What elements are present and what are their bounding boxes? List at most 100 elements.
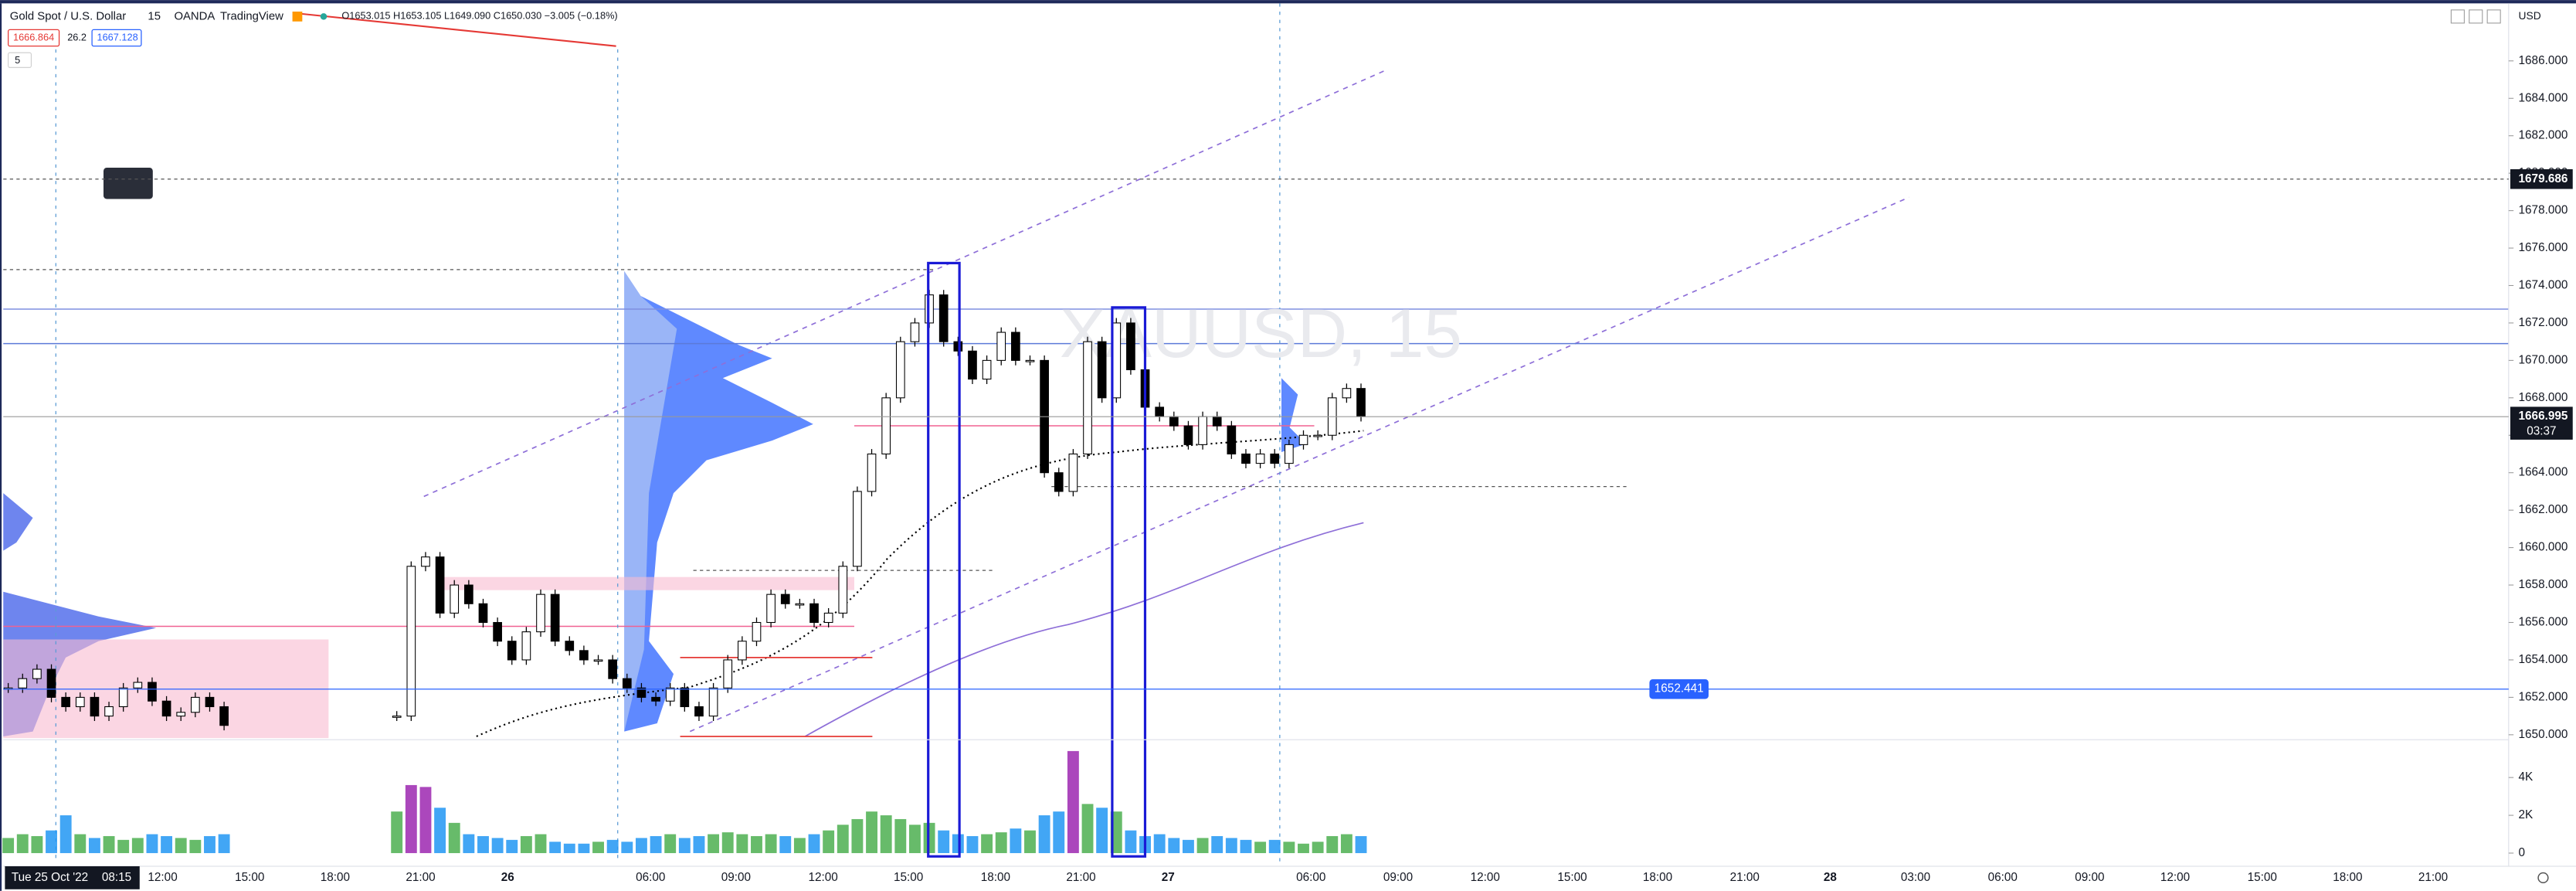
candle bbox=[953, 341, 963, 352]
candle bbox=[190, 696, 200, 713]
price-tick-label: 1654.000 bbox=[2519, 653, 2568, 666]
bid-box[interactable] bbox=[7, 29, 60, 47]
volume-bar bbox=[851, 818, 864, 853]
candle bbox=[593, 659, 603, 662]
candle bbox=[435, 556, 445, 614]
cursor-date: Tue 25 Oct '22 bbox=[12, 871, 88, 884]
volume-bar bbox=[146, 834, 158, 853]
time-label: 15:00 bbox=[894, 871, 923, 884]
ohlc: O1653.015 H1653.105 L1649.090 C1650.030 … bbox=[341, 10, 617, 22]
volume-bar bbox=[31, 835, 43, 853]
price-tick-label: 1686.000 bbox=[2519, 54, 2568, 67]
candle bbox=[18, 678, 28, 689]
status-icon[interactable] bbox=[292, 11, 303, 22]
volume-bar bbox=[549, 842, 562, 853]
button[interactable] bbox=[2486, 9, 2501, 24]
currency[interactable]: USD bbox=[2519, 9, 2541, 22]
volume-tick-label: 4K bbox=[2519, 770, 2534, 784]
time-label: 18:00 bbox=[981, 871, 1010, 884]
volume-bar bbox=[59, 815, 72, 853]
candle bbox=[1183, 425, 1193, 445]
volume-bar bbox=[88, 838, 100, 853]
moving-average bbox=[804, 522, 1364, 737]
price-tick-label: 1660.000 bbox=[2519, 541, 2568, 554]
candle bbox=[148, 682, 157, 702]
candle bbox=[723, 659, 733, 689]
button[interactable] bbox=[2469, 9, 2483, 24]
time-label: 21:00 bbox=[1066, 871, 1095, 884]
volume-bar bbox=[1211, 835, 1224, 853]
channel-line bbox=[423, 68, 1389, 498]
candle bbox=[478, 603, 488, 624]
indicator-count: 5 bbox=[15, 54, 20, 66]
volume-bar bbox=[535, 834, 547, 853]
volume-bar bbox=[650, 835, 662, 853]
top-border bbox=[0, 0, 2576, 4]
volume-bar bbox=[391, 811, 403, 853]
time-label: 26 bbox=[501, 871, 514, 884]
time-label: 18:00 bbox=[321, 871, 350, 884]
candle bbox=[32, 668, 42, 679]
candle bbox=[968, 350, 977, 380]
volume-bar bbox=[520, 835, 532, 853]
price-tick-label: 1678.000 bbox=[2519, 204, 2568, 217]
volume-bar bbox=[448, 822, 460, 853]
candle bbox=[1212, 416, 1222, 427]
volume-bar bbox=[1010, 828, 1022, 853]
candle bbox=[809, 603, 819, 624]
candle bbox=[46, 668, 56, 698]
time-label: 06:00 bbox=[1988, 871, 2018, 884]
candle bbox=[421, 556, 430, 567]
candle bbox=[1155, 406, 1165, 417]
line-label-box[interactable] bbox=[1649, 678, 1709, 699]
volume-bar bbox=[995, 832, 1007, 853]
indicators-toggle[interactable] bbox=[8, 52, 32, 68]
candle bbox=[1356, 388, 1366, 417]
time-label: 06:00 bbox=[636, 871, 665, 884]
profile-shape bbox=[624, 271, 677, 732]
volume-bar bbox=[621, 842, 633, 853]
time-label: 21:00 bbox=[2418, 871, 2448, 884]
candle bbox=[665, 687, 675, 702]
candle bbox=[550, 593, 560, 642]
volume-bar bbox=[966, 835, 979, 853]
button[interactable] bbox=[2450, 9, 2465, 24]
highlight-box bbox=[1111, 306, 1147, 858]
floating-toolbar[interactable] bbox=[103, 168, 153, 199]
volume-bar bbox=[751, 835, 762, 853]
volume-bar bbox=[491, 838, 504, 853]
candle bbox=[133, 682, 143, 689]
candle bbox=[708, 687, 718, 717]
time-label: 09:00 bbox=[721, 871, 751, 884]
candle bbox=[118, 687, 128, 708]
volume-bar bbox=[793, 838, 806, 853]
volume-bar bbox=[463, 834, 475, 853]
price-tick-label: 1652.000 bbox=[2519, 690, 2568, 703]
trend-line bbox=[295, 12, 616, 47]
volume-bar bbox=[46, 830, 57, 853]
price-tick-label: 1656.000 bbox=[2519, 616, 2568, 629]
candle bbox=[464, 584, 473, 604]
highlights bbox=[927, 261, 1147, 858]
time-label: 03:00 bbox=[1901, 871, 1930, 884]
candle bbox=[738, 641, 747, 661]
candle bbox=[651, 696, 660, 702]
series bbox=[2, 290, 1367, 853]
ask-box[interactable] bbox=[91, 29, 142, 47]
candle bbox=[766, 593, 776, 624]
settings-icon[interactable] bbox=[2537, 872, 2549, 884]
time-label: 27 bbox=[1162, 871, 1175, 884]
price-tick-label: 1676.000 bbox=[2519, 241, 2568, 254]
candle bbox=[1025, 359, 1035, 362]
candle bbox=[982, 359, 992, 380]
vwap bbox=[476, 430, 1364, 737]
volume-bar bbox=[1096, 808, 1108, 853]
candle bbox=[75, 696, 85, 708]
time-label: 06:00 bbox=[1296, 871, 1325, 884]
candle bbox=[1068, 453, 1078, 492]
volume-bar bbox=[204, 835, 216, 853]
alert-label: 1679.686 bbox=[2519, 172, 2568, 185]
volume-bar bbox=[981, 834, 993, 853]
candle bbox=[1126, 322, 1135, 371]
candle bbox=[608, 659, 618, 679]
